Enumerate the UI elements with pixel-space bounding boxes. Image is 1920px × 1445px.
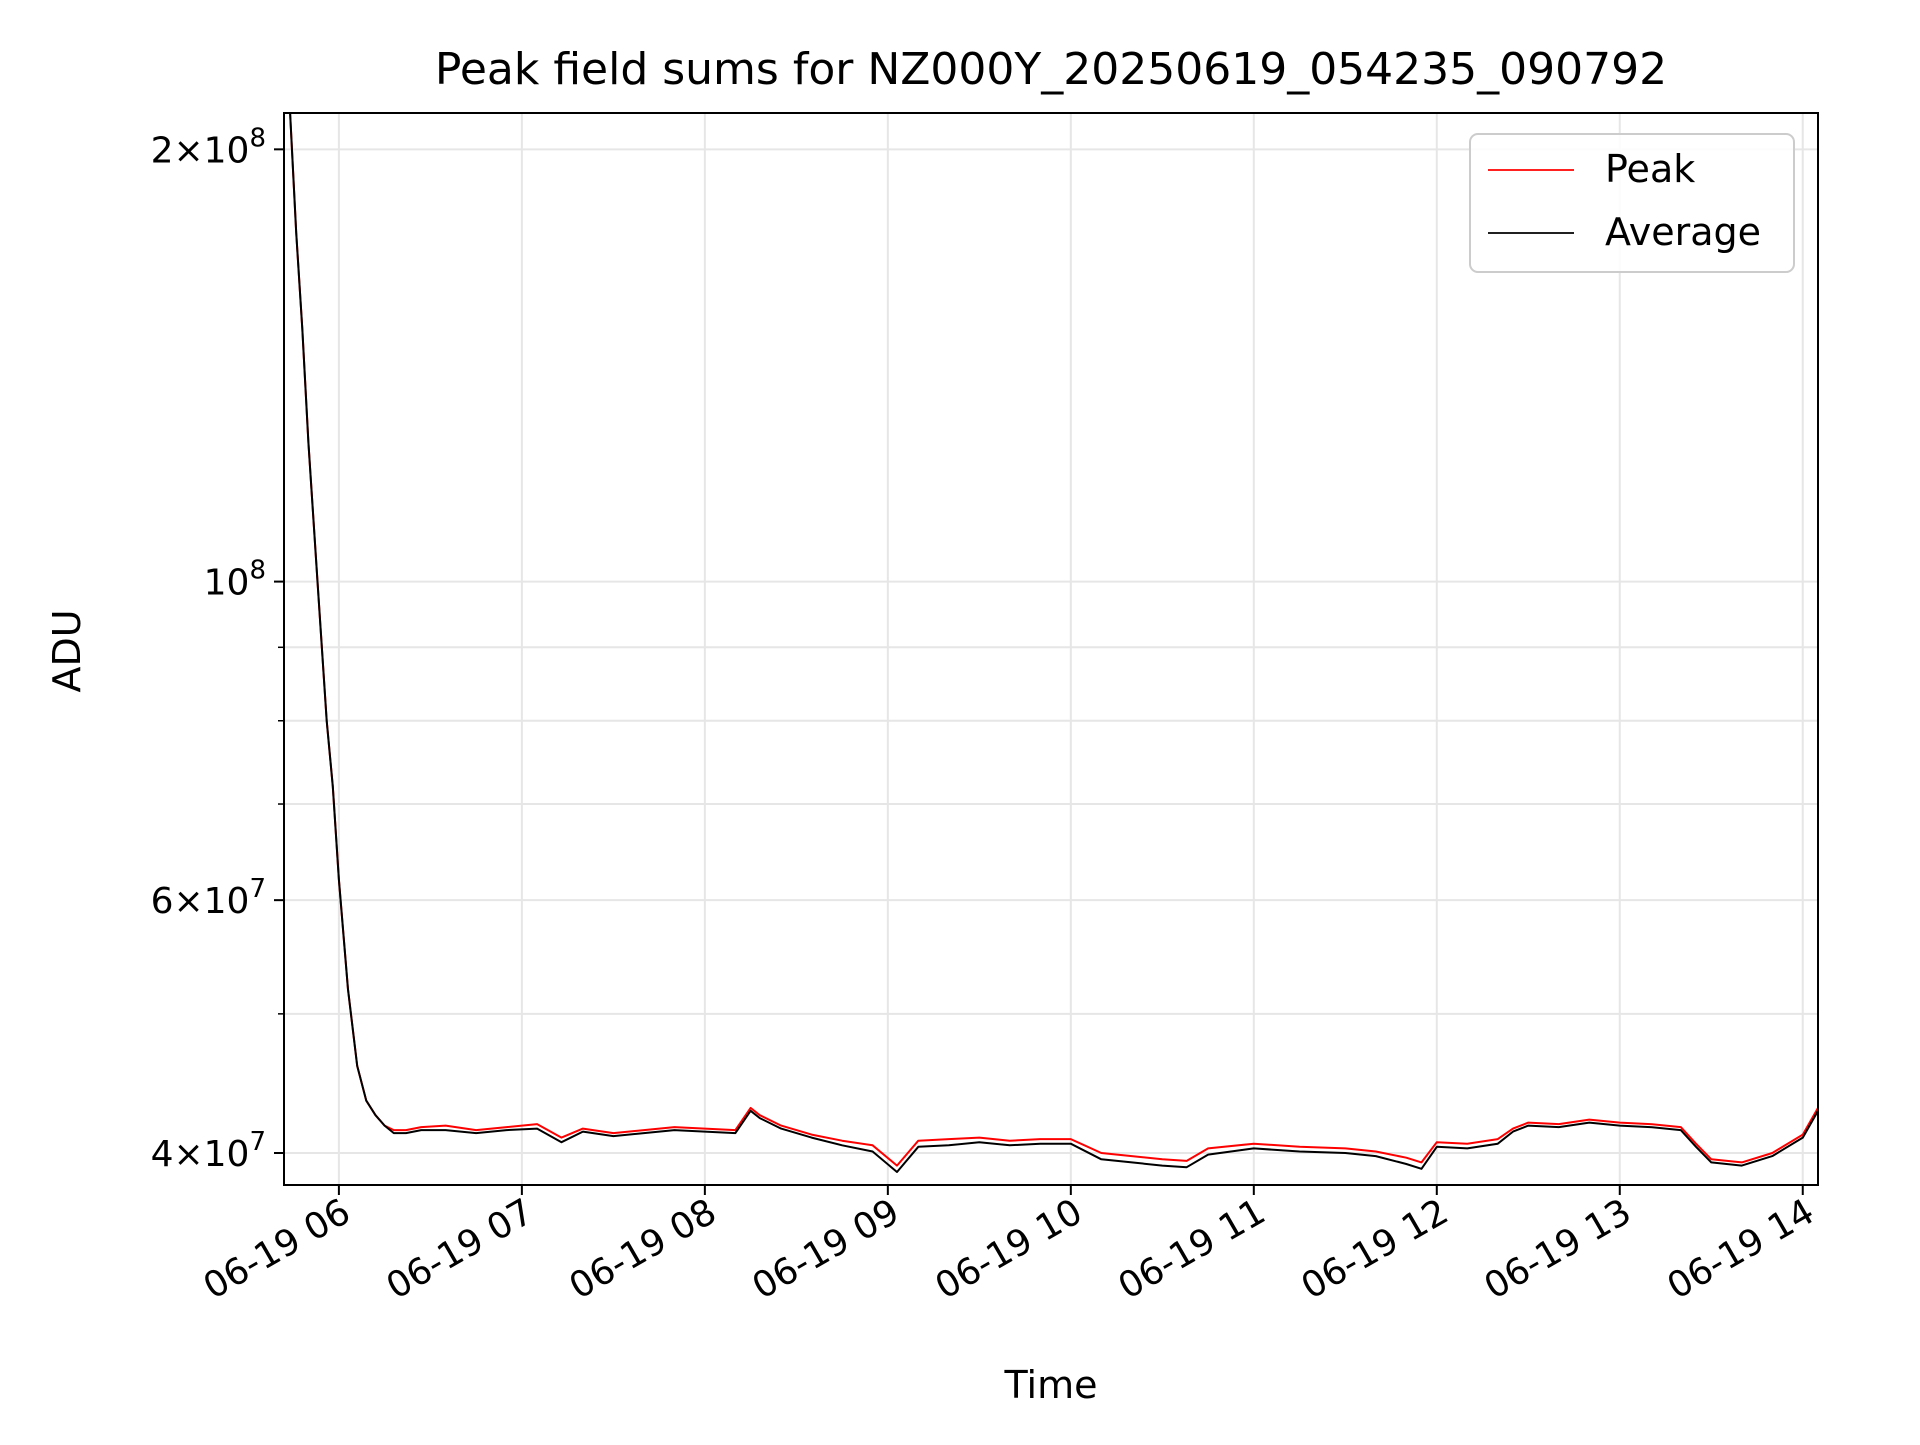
chart-title: Peak field sums for NZ000Y_20250619_0542…	[435, 44, 1667, 95]
y-tick-label: 108	[204, 556, 266, 604]
plot-frame	[283, 112, 1819, 1186]
legend-box	[1469, 133, 1795, 273]
series-line-average	[284, 113, 1818, 1173]
y-tick-label: 2×108	[151, 123, 266, 171]
grid	[284, 113, 1818, 1185]
legend: Peak Average	[1469, 133, 1795, 273]
y-axis-label: ADU	[45, 609, 89, 692]
series-layer	[284, 113, 1818, 1173]
legend-label-peak: Peak	[1605, 147, 1695, 191]
x-axis-label: Time	[1004, 1363, 1098, 1407]
legend-label-average: Average	[1605, 210, 1761, 254]
y-tick-label: 6×107	[151, 874, 266, 922]
y-tick-label: 4×107	[151, 1127, 266, 1175]
